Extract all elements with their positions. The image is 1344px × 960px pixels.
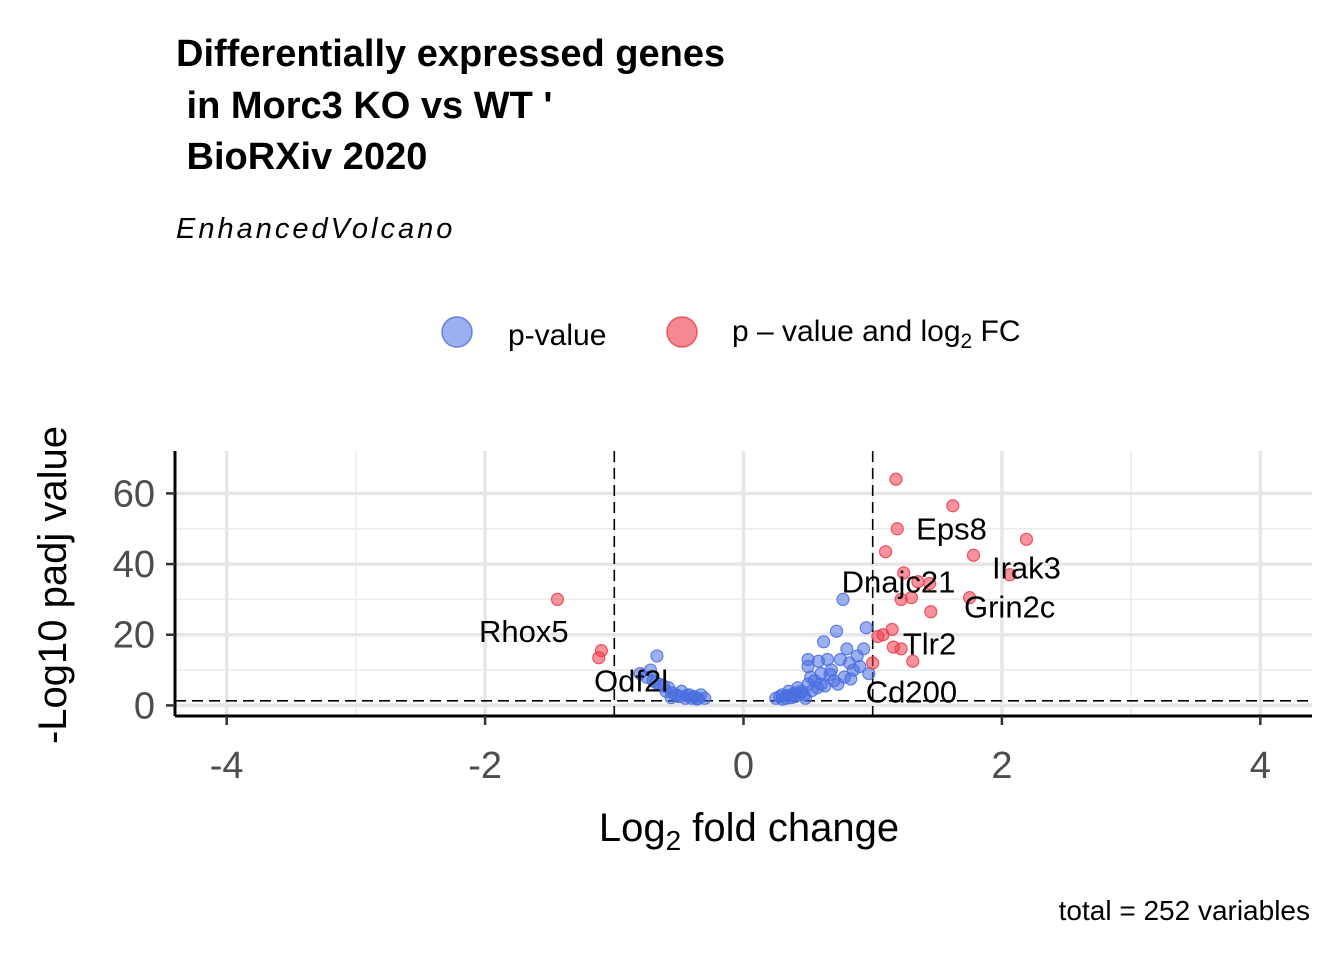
point-pvalue bbox=[649, 675, 663, 690]
axes bbox=[166, 451, 1312, 725]
x-axis-title: Log2 fold change bbox=[599, 806, 899, 856]
point-pvalue-fc bbox=[897, 566, 911, 580]
legend-label-prefix: p – value and log bbox=[732, 315, 961, 348]
point-pvalue-fc bbox=[866, 656, 880, 670]
point-pvalue-fc bbox=[924, 605, 938, 619]
point-pvalue-fc bbox=[879, 545, 893, 559]
gene-label-odf2l: Odf2l bbox=[594, 664, 668, 699]
point-pvalue bbox=[829, 624, 844, 638]
point-pvalue bbox=[840, 642, 854, 656]
gene-label-rhox5: Rhox5 bbox=[479, 614, 569, 649]
chart-title-line-1: Differentially expressed genes bbox=[176, 33, 725, 75]
point-pvalue bbox=[650, 649, 664, 663]
gene-label-dnajc21: Dnajc21 bbox=[842, 565, 956, 600]
x-tick-label: 2 bbox=[991, 745, 1012, 787]
point-pvalue-fc bbox=[889, 472, 903, 486]
gene-label-irak3: Irak3 bbox=[992, 551, 1061, 586]
point-pvalue-fc bbox=[894, 642, 908, 656]
y-tick-label: 60 bbox=[113, 473, 155, 515]
x-axis-title-sub: 2 bbox=[666, 825, 682, 856]
point-pvalue bbox=[836, 592, 850, 607]
chart-title-line-3: BioRXiv 2020 bbox=[176, 136, 427, 178]
y-tick-label: 20 bbox=[113, 615, 155, 657]
y-tick-label: 40 bbox=[113, 544, 155, 586]
point-pvalue bbox=[844, 672, 858, 686]
point-pvalue bbox=[857, 642, 871, 656]
point-pvalue bbox=[780, 688, 795, 703]
point-pvalue-fc bbox=[946, 499, 960, 513]
point-pvalue bbox=[859, 621, 873, 635]
cutoff-lines bbox=[175, 451, 1312, 716]
point-pvalue bbox=[853, 659, 867, 674]
point-pvalue-fc bbox=[966, 548, 981, 562]
x-axis-title-rest: fold change bbox=[681, 806, 899, 850]
legend-label-pvalue: p-value bbox=[508, 319, 606, 352]
data-points bbox=[550, 472, 1034, 706]
point-pvalue bbox=[633, 666, 647, 681]
x-tick-label: 0 bbox=[733, 745, 754, 787]
legend: p-value p – value and log2 FC bbox=[441, 315, 1021, 353]
x-tick-label: 4 bbox=[1250, 745, 1271, 787]
chart-title-line-2: in Morc3 KO vs WT ' bbox=[176, 85, 552, 127]
y-tick-label: 0 bbox=[134, 685, 155, 727]
legend-key-pvalue-fc bbox=[666, 316, 698, 348]
point-pvalue bbox=[664, 691, 678, 705]
legend-key-pvalue bbox=[441, 316, 473, 348]
gene-label-tlr2: Tlr2 bbox=[903, 627, 956, 662]
point-pvalue bbox=[690, 692, 704, 706]
legend-label-pvalue-fc: p – value and log2 FC bbox=[732, 315, 1021, 353]
point-pvalue bbox=[818, 679, 832, 693]
x-tick-label: -2 bbox=[468, 745, 502, 787]
gene-label-cd200: Cd200 bbox=[866, 674, 957, 709]
point-pvalue-fc bbox=[876, 628, 890, 642]
point-pvalue-fc bbox=[592, 651, 606, 665]
legend-label-sub: 2 bbox=[961, 330, 973, 353]
point-pvalue bbox=[811, 654, 826, 668]
caption: total = 252 variables bbox=[1059, 895, 1310, 926]
chart-subtitle: EnhancedVolcano bbox=[176, 213, 455, 245]
point-pvalue-fc bbox=[894, 592, 908, 607]
x-axis-title-main: Log bbox=[599, 806, 666, 850]
point-pvalue-fc bbox=[890, 522, 904, 536]
point-pvalue bbox=[798, 691, 813, 705]
point-pvalue bbox=[831, 677, 845, 691]
legend-label-suffix: FC bbox=[972, 315, 1020, 348]
y-axis-title: -Log10 padj value bbox=[31, 426, 75, 744]
gene-label-grin2c: Grin2c bbox=[964, 589, 1055, 624]
point-pvalue-fc bbox=[1019, 532, 1034, 546]
point-pvalue bbox=[823, 667, 837, 681]
point-pvalue bbox=[817, 635, 831, 649]
x-tick-label: -4 bbox=[210, 745, 244, 787]
gene-label-eps8: Eps8 bbox=[916, 512, 987, 547]
point-pvalue-fc bbox=[550, 592, 565, 607]
point-pvalue-fc bbox=[1003, 568, 1017, 582]
point-pvalue-fc bbox=[922, 576, 937, 591]
point-pvalue-fc bbox=[963, 591, 977, 605]
point-pvalue-fc bbox=[906, 654, 920, 668]
grid-major bbox=[175, 451, 1312, 716]
